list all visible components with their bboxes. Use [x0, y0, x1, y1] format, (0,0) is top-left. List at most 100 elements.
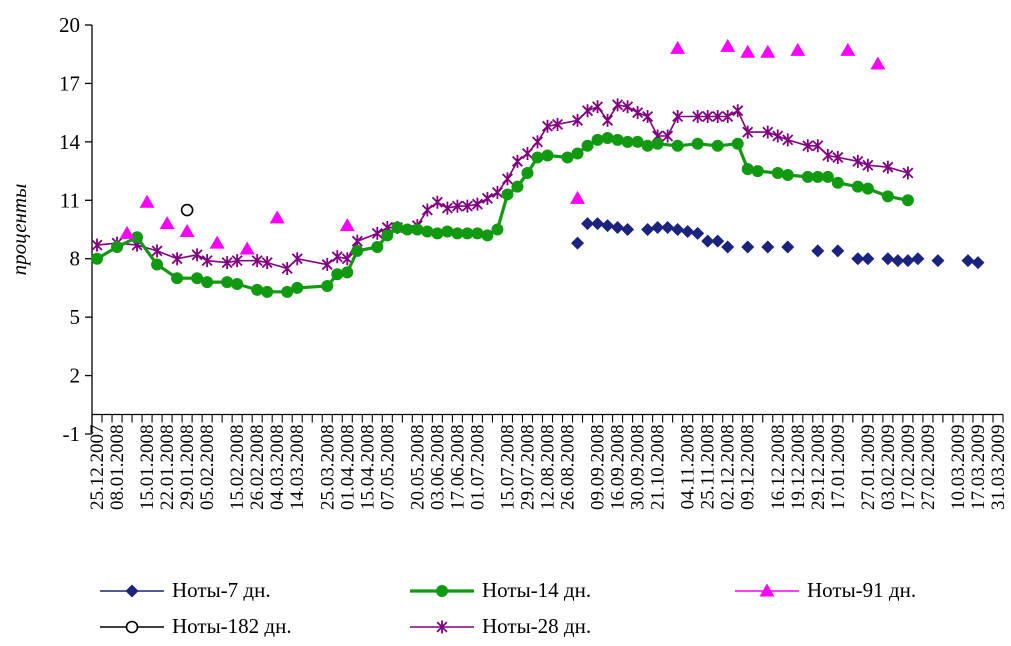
data-point	[911, 252, 925, 266]
legend-marker	[436, 585, 448, 597]
data-point	[571, 236, 585, 250]
data-point	[511, 180, 524, 193]
data-point	[691, 226, 705, 240]
x-tick-label: 17.01.2009	[828, 425, 849, 511]
x-tick-label: 15.02.2008	[227, 425, 248, 511]
x-tick-label: 08.01.2008	[107, 425, 128, 511]
data-point	[760, 44, 776, 58]
data-point	[339, 218, 355, 232]
data-point	[441, 225, 454, 238]
data-point	[711, 139, 724, 152]
y-tick-label: -1	[63, 422, 81, 446]
data-point	[191, 248, 203, 262]
data-point	[321, 279, 334, 292]
x-tick-label: 25.03.2008	[317, 425, 338, 511]
data-point	[551, 117, 564, 131]
data-point	[281, 285, 294, 298]
data-point	[139, 194, 155, 208]
x-tick-label: 01.04.2008	[337, 425, 358, 511]
x-tick-label: 14.03.2008	[287, 425, 308, 511]
data-point	[501, 188, 514, 201]
x-tick-label: 30.09.2008	[628, 425, 649, 511]
x-tick-label: 26.02.2008	[247, 425, 268, 511]
x-tick-label: 07.05.2008	[377, 425, 398, 511]
x-tick-label: 22.01.2008	[157, 425, 178, 511]
data-point	[670, 40, 686, 54]
series-1	[91, 131, 914, 298]
x-tick-label: 17.02.2009	[898, 425, 919, 511]
x-tick-label: 15.07.2008	[497, 425, 518, 511]
data-point	[751, 165, 764, 178]
data-point	[831, 244, 845, 258]
data-point	[231, 278, 244, 291]
data-point	[281, 261, 293, 275]
data-point	[261, 285, 274, 298]
series-3	[180, 203, 194, 217]
data-point	[801, 170, 814, 183]
data-point	[481, 229, 494, 242]
data-point	[601, 131, 614, 144]
y-tick-label: 2	[70, 364, 81, 388]
data-point	[802, 139, 814, 153]
data-point	[681, 224, 695, 238]
data-point	[251, 254, 263, 268]
x-tick-label: 16.12.2008	[768, 425, 789, 511]
x-tick-label: 12.08.2008	[538, 425, 559, 511]
x-tick-label: 15.04.2008	[357, 425, 378, 511]
data-point	[651, 137, 664, 150]
data-point	[521, 147, 533, 161]
legend-item: Ноты-91 дн.	[735, 578, 916, 602]
data-point	[491, 185, 503, 199]
data-point	[722, 110, 734, 124]
legend: Ноты-7 дн. Ноты-14 дн. Ноты-91 дн. Ноты-182…	[100, 578, 916, 638]
data-point	[870, 56, 886, 70]
data-point	[672, 110, 684, 124]
data-point	[221, 256, 233, 270]
data-point	[772, 129, 784, 143]
data-point	[762, 125, 774, 139]
data-point	[431, 195, 443, 209]
data-point	[209, 235, 225, 249]
data-point	[971, 256, 985, 270]
data-point	[740, 44, 756, 58]
x-tick-label: 17.06.2008	[447, 425, 468, 511]
data-point	[621, 223, 635, 236]
data-point	[159, 216, 175, 230]
data-point	[471, 197, 483, 211]
data-point	[711, 234, 725, 248]
data-point	[151, 244, 163, 258]
x-tick-label: 15.01.2008	[137, 425, 158, 511]
data-point	[592, 100, 604, 114]
data-point	[291, 252, 303, 266]
data-point	[861, 252, 875, 266]
x-tick-label: 26.08.2008	[558, 425, 579, 511]
y-tick-label: 17	[59, 71, 80, 95]
series-2	[119, 38, 886, 255]
data-point	[191, 272, 204, 285]
series-0	[571, 217, 985, 270]
data-point	[201, 276, 214, 289]
y-axis-label: проценты	[7, 184, 31, 276]
data-point	[561, 151, 574, 164]
legend-item: Ноты-28 дн.	[410, 614, 591, 638]
data-point	[881, 190, 894, 203]
legend-marker	[759, 583, 775, 597]
data-point	[641, 223, 655, 236]
data-point	[501, 172, 513, 186]
x-tick-label: 09.12.2008	[738, 425, 759, 511]
data-point	[471, 227, 484, 240]
legend-item: Ноты-14 дн.	[410, 578, 591, 602]
axes	[91, 25, 1003, 434]
data-point	[621, 135, 634, 148]
data-point	[239, 241, 255, 255]
legend-marker	[436, 620, 448, 634]
data-point	[822, 148, 834, 162]
data-point	[591, 217, 605, 231]
legend-marker	[125, 620, 139, 634]
legend-marker	[125, 584, 139, 598]
data-point	[811, 170, 824, 183]
data-point	[391, 221, 404, 234]
x-tick-label: 29.07.2008	[517, 425, 538, 511]
data-point	[882, 160, 894, 174]
x-tick-label: 04.03.2008	[267, 425, 288, 511]
